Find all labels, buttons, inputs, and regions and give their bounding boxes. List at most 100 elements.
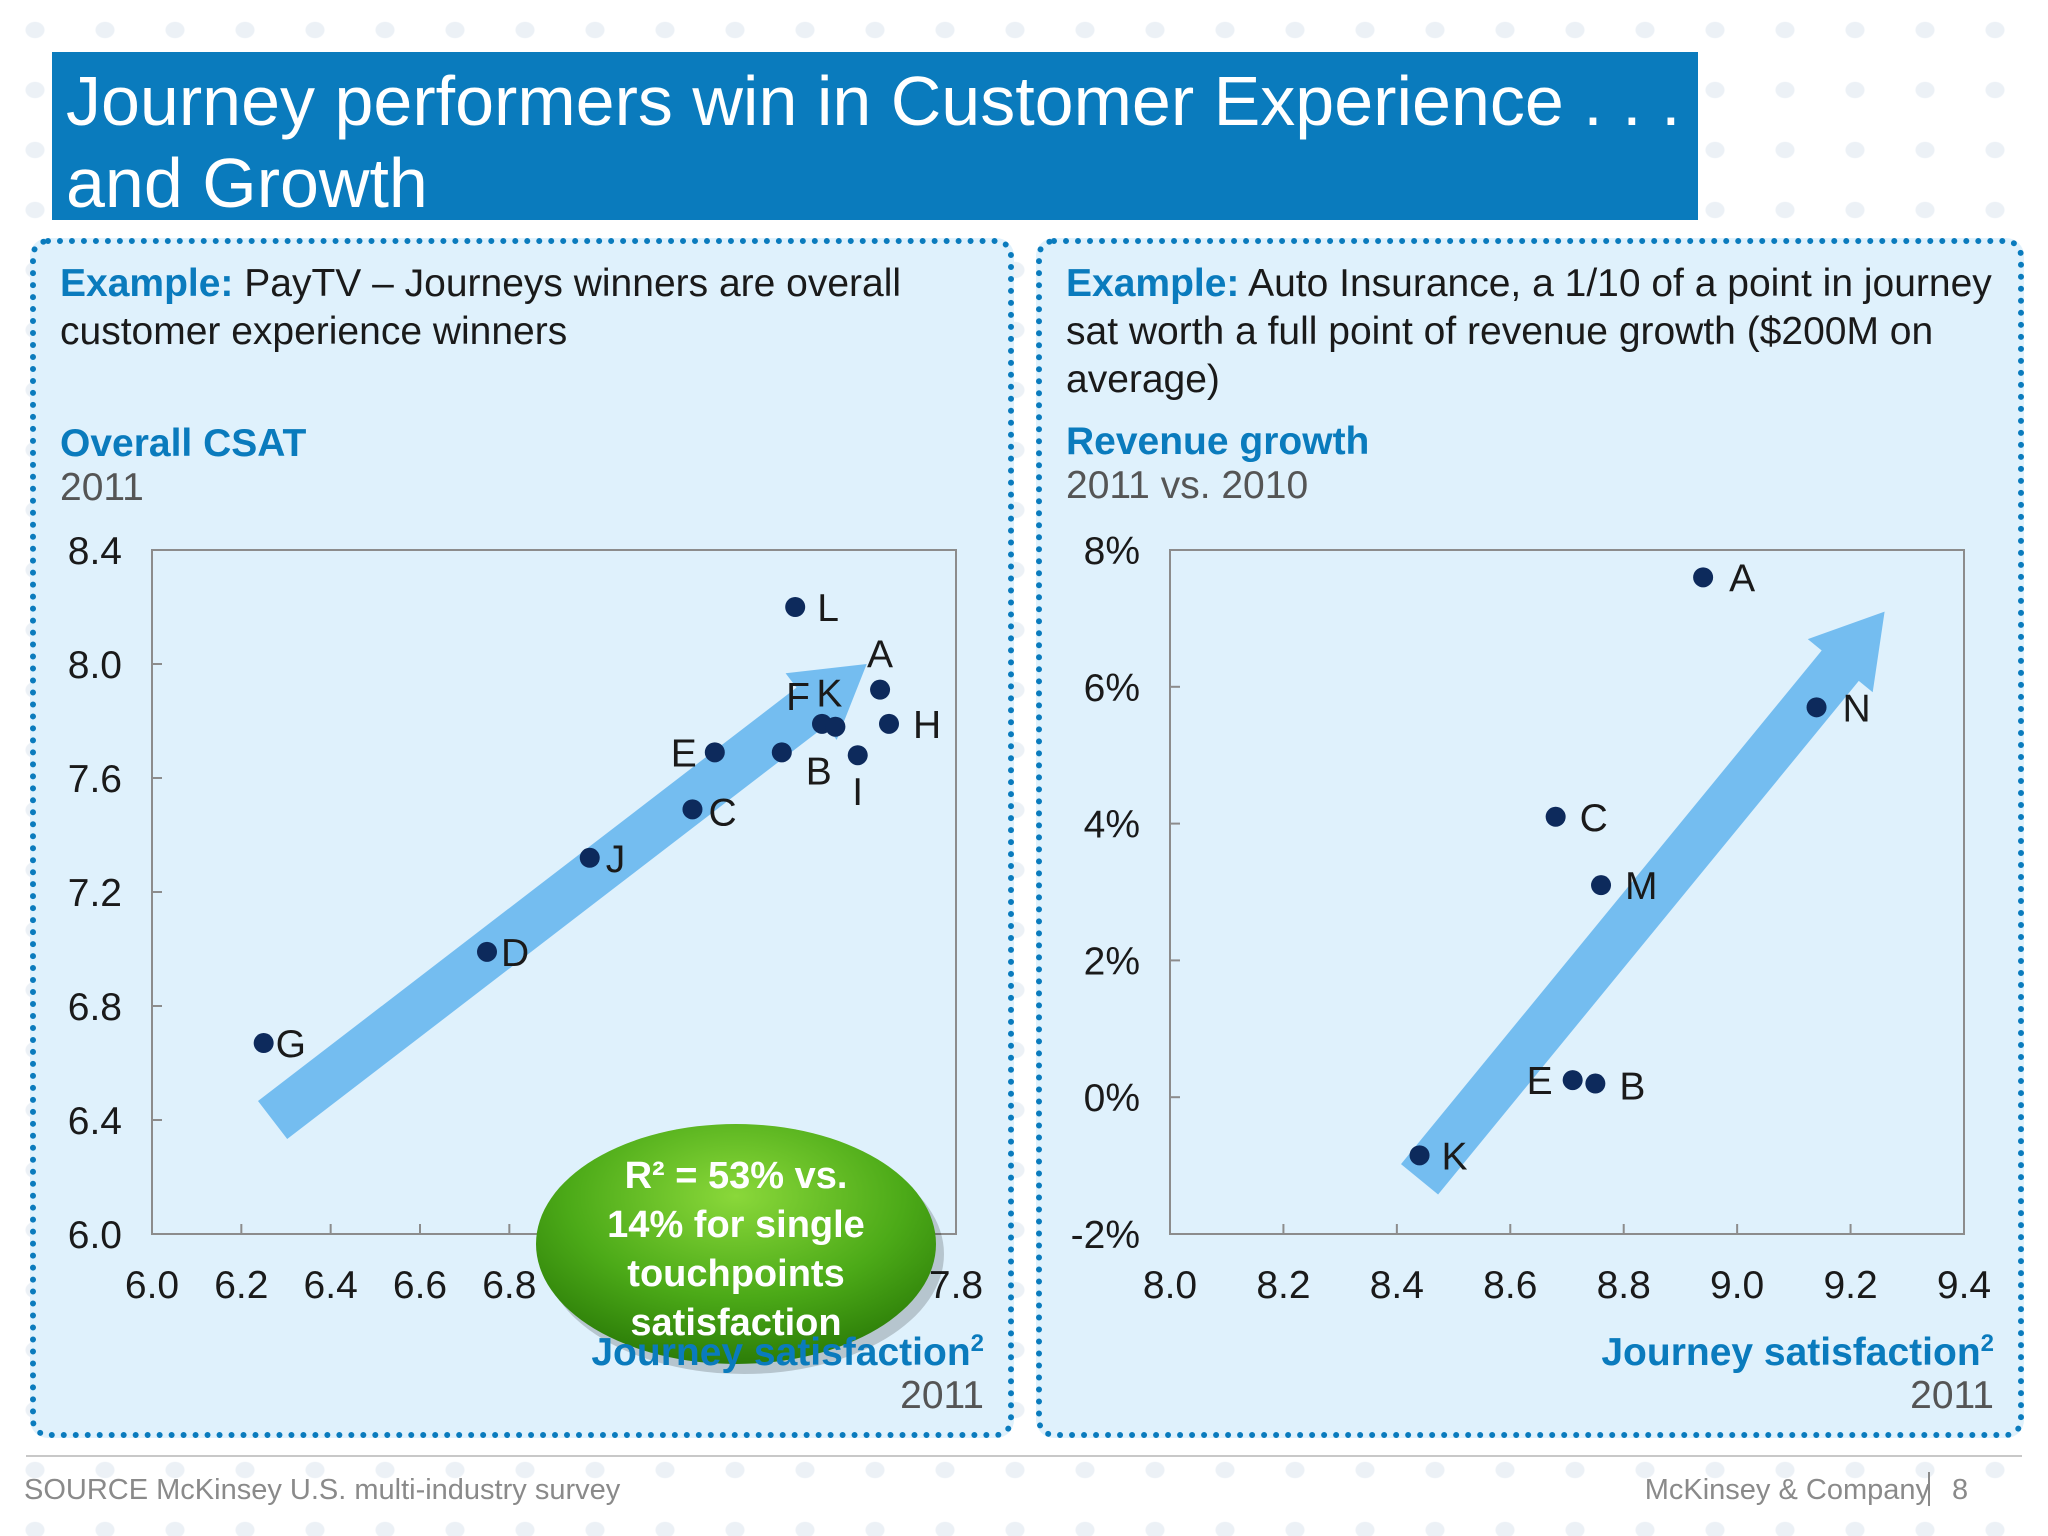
right-x-tick-label: 8.2	[1256, 1264, 1310, 1307]
right-x-subtitle: 2011	[1910, 1374, 1994, 1417]
left-y-tick-label: 6.4	[68, 1100, 122, 1143]
right-data-point-a	[1693, 567, 1714, 588]
right-x-tick-label: 8.6	[1483, 1264, 1537, 1307]
right-point-label-c: C	[1580, 797, 1608, 840]
left-point-label-f: F	[786, 676, 810, 719]
left-data-point-l	[785, 597, 806, 617]
right-x-tick-label: 8.8	[1597, 1264, 1651, 1307]
callout-text-line: satisfaction	[630, 1302, 841, 1344]
right-x-title-text: Journey satisfaction	[1601, 1331, 1981, 1374]
left-y-tick-label: 7.6	[68, 758, 122, 801]
footer-company: McKinsey & Company	[1644, 1474, 1930, 1506]
left-data-point-a	[870, 679, 891, 700]
left-y-tick-label: 6.0	[68, 1214, 122, 1257]
callout-text-line: touchpoints	[627, 1253, 844, 1295]
right-point-label-a: A	[1729, 557, 1755, 600]
left-y-title: Overall CSAT	[60, 422, 307, 465]
left-description: Example: PayTV – Journeys winners are ov…	[60, 260, 990, 356]
left-data-point-k	[825, 716, 846, 737]
left-example-text: PayTV – Journeys winners are overall cus…	[60, 262, 902, 353]
left-x-title-footnote: 2	[970, 1330, 984, 1357]
left-scatter-chart: 6.06.26.46.66.87.07.27.47.67.86.06.46.87…	[68, 530, 983, 1374]
right-y-tick-label: -2%	[1071, 1214, 1140, 1257]
left-data-point-h	[879, 713, 899, 734]
left-data-point-c	[682, 799, 703, 820]
right-trend-arrow	[1401, 611, 1885, 1195]
left-x-tick-label: 6.8	[482, 1264, 536, 1307]
left-point-label-g: G	[276, 1023, 306, 1066]
right-description: Example: Auto Insurance, a 1/10 of a poi…	[1066, 260, 1996, 404]
left-point-label-e: E	[671, 732, 697, 775]
right-scatter-chart: 8.0 8.2 8.4 8.6 8.8 9.0 9.2 9.4 -2% 0% 2% 4% 6% 8% K E B…	[1071, 530, 1991, 1307]
left-point-label-b: B	[806, 750, 832, 793]
left-point-label-k: K	[816, 673, 842, 716]
left-point-label-l: L	[817, 587, 839, 630]
left-x-tick-label: 6.6	[393, 1264, 447, 1307]
left-data-point-e	[704, 742, 725, 763]
left-x-tick-label: 7.8	[929, 1264, 983, 1307]
left-point-label-c: C	[708, 791, 736, 834]
right-x-title: Journey satisfaction2	[1601, 1330, 1994, 1375]
left-data-point-i	[847, 745, 868, 766]
left-x-subtitle: 2011	[900, 1374, 984, 1417]
right-x-tick-label: 8.0	[1143, 1264, 1197, 1307]
right-data-point-b	[1585, 1073, 1606, 1094]
right-y-title: Revenue growth	[1066, 420, 1370, 463]
left-example-label: Example:	[60, 262, 234, 305]
right-plot-area	[1169, 549, 1965, 1235]
footer-separator	[1928, 1472, 1930, 1506]
callout-text-line: R² = 53% vs.	[625, 1155, 848, 1197]
right-x-tick-label: 9.4	[1937, 1264, 1991, 1307]
left-x-tick-label: 6.4	[304, 1264, 358, 1307]
left-y-subtitle: 2011	[60, 466, 144, 509]
right-y-tick-label: 2%	[1084, 940, 1140, 983]
left-data-point-g	[253, 1033, 274, 1054]
right-data-point-k	[1409, 1145, 1430, 1166]
right-point-label-e: E	[1527, 1060, 1553, 1103]
right-y-subtitle: 2011 vs. 2010	[1066, 464, 1309, 507]
page-number: 8	[1952, 1474, 1969, 1506]
right-y-tick-label: 8%	[1084, 530, 1140, 573]
right-example-text: Auto Insurance, a 1/10 of a point in jou…	[1066, 262, 1992, 401]
left-panel: Example: PayTV – Journeys winners are ov…	[30, 238, 1014, 1438]
left-y-tick-label: 6.8	[68, 986, 122, 1029]
left-point-label-j: J	[606, 838, 626, 881]
left-x-tick-label: 6.0	[125, 1264, 179, 1307]
footer-source: SOURCE McKinsey U.S. multi-industry surv…	[24, 1474, 621, 1506]
right-data-point-c	[1545, 806, 1566, 827]
left-y-tick-label: 8.4	[68, 530, 122, 573]
left-data-point-j	[579, 847, 600, 868]
left-point-label-i: I	[852, 771, 863, 814]
right-x-tick-label: 9.0	[1710, 1264, 1764, 1307]
right-y-tick-label: 4%	[1084, 804, 1140, 847]
left-data-point-b	[771, 742, 792, 763]
callout-ellipse	[536, 1124, 936, 1364]
left-point-label-h: H	[913, 704, 941, 747]
right-point-label-b: B	[1619, 1066, 1645, 1109]
right-y-tick-label: 0%	[1084, 1077, 1140, 1120]
footer-divider	[26, 1455, 2022, 1457]
right-point-label-m: M	[1625, 865, 1658, 908]
right-data-point-m	[1591, 875, 1612, 896]
left-y-tick-label: 8.0	[68, 644, 122, 687]
left-data-point-d	[477, 941, 497, 962]
right-x-tick-label: 9.2	[1823, 1264, 1877, 1307]
right-panel: Example: Auto Insurance, a 1/10 of a poi…	[1036, 238, 2024, 1438]
right-x-tick-label: 8.4	[1370, 1264, 1424, 1307]
left-x-tick-label: 6.2	[214, 1264, 268, 1307]
left-y-tick-label: 7.2	[68, 872, 122, 915]
callout-text-line: 14% for single	[607, 1204, 865, 1246]
right-y-tick-label: 6%	[1084, 667, 1140, 710]
left-point-label-d: D	[501, 932, 529, 975]
right-point-label-n: N	[1843, 687, 1871, 730]
left-x-title-text: Journey satisfaction	[591, 1331, 971, 1374]
left-x-title: Journey satisfaction2	[591, 1330, 984, 1375]
right-data-point-n	[1806, 697, 1827, 718]
right-x-title-footnote: 2	[1980, 1330, 1994, 1357]
right-example-label: Example:	[1066, 262, 1240, 305]
slide-title: Journey performers win in Customer Exper…	[52, 52, 1698, 222]
left-point-label-a: A	[867, 634, 893, 677]
right-point-label-k: K	[1442, 1135, 1468, 1178]
left-trend-arrow	[258, 664, 867, 1139]
right-data-point-e	[1562, 1070, 1583, 1091]
